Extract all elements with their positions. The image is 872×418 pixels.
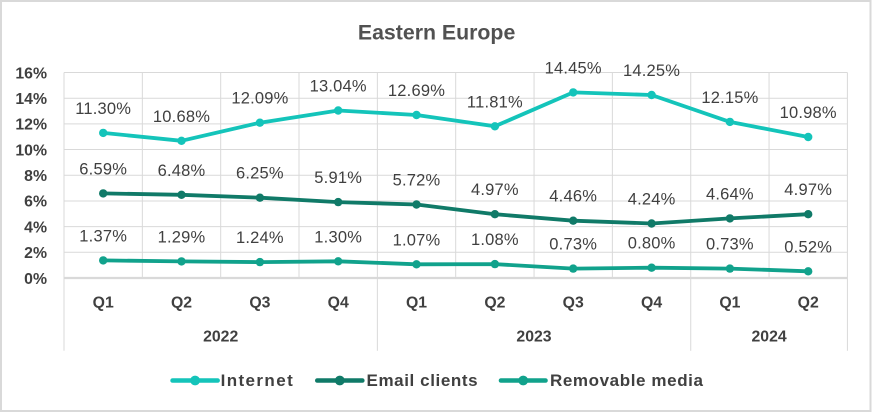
svg-text:14.25%: 14.25% (623, 62, 680, 80)
svg-text:Q2: Q2 (484, 295, 505, 312)
svg-text:13.04%: 13.04% (310, 78, 367, 96)
svg-text:1.30%: 1.30% (314, 228, 362, 246)
svg-text:2024: 2024 (752, 328, 787, 345)
svg-text:5.72%: 5.72% (393, 172, 441, 190)
svg-text:Q2: Q2 (171, 295, 192, 312)
svg-text:4.64%: 4.64% (706, 185, 754, 203)
svg-text:Q2: Q2 (798, 295, 819, 312)
svg-text:1.07%: 1.07% (393, 231, 441, 249)
svg-text:16%: 16% (15, 65, 47, 82)
svg-text:Q3: Q3 (249, 295, 270, 312)
svg-text:Q1: Q1 (406, 295, 427, 312)
svg-text:12.15%: 12.15% (701, 89, 758, 107)
svg-text:1.29%: 1.29% (158, 228, 206, 246)
svg-text:Eastern Europe: Eastern Europe (358, 20, 516, 44)
svg-text:12.09%: 12.09% (231, 90, 288, 108)
svg-text:1.08%: 1.08% (471, 231, 519, 249)
svg-text:6.48%: 6.48% (158, 162, 206, 180)
svg-text:12.69%: 12.69% (388, 82, 445, 100)
svg-text:Removable media: Removable media (550, 371, 704, 390)
svg-text:Email clients: Email clients (367, 371, 479, 390)
svg-text:1.24%: 1.24% (236, 229, 284, 247)
svg-text:14.45%: 14.45% (545, 59, 602, 77)
svg-text:0.73%: 0.73% (706, 236, 754, 254)
svg-text:2023: 2023 (516, 328, 551, 345)
svg-text:8%: 8% (24, 168, 47, 185)
svg-text:5.91%: 5.91% (314, 169, 362, 187)
svg-text:11.30%: 11.30% (75, 100, 131, 118)
svg-text:4.24%: 4.24% (628, 191, 676, 209)
svg-text:12%: 12% (15, 117, 47, 134)
svg-text:10.98%: 10.98% (780, 104, 837, 122)
svg-text:4%: 4% (24, 219, 47, 236)
svg-text:Q1: Q1 (719, 295, 740, 312)
svg-text:2022: 2022 (203, 328, 238, 345)
svg-text:10%: 10% (15, 142, 47, 159)
svg-text:4.46%: 4.46% (549, 188, 597, 206)
svg-text:Internet: Internet (221, 371, 295, 390)
svg-text:6.59%: 6.59% (79, 160, 127, 178)
svg-text:Q1: Q1 (93, 295, 114, 312)
svg-text:0%: 0% (24, 271, 47, 288)
svg-text:Q4: Q4 (641, 295, 662, 312)
svg-text:4.97%: 4.97% (784, 181, 832, 199)
svg-text:1.37%: 1.37% (79, 227, 127, 245)
svg-text:4.97%: 4.97% (471, 181, 519, 199)
svg-text:2%: 2% (24, 245, 47, 262)
svg-text:10.68%: 10.68% (153, 108, 210, 126)
svg-text:0.73%: 0.73% (549, 236, 597, 254)
svg-text:0.80%: 0.80% (628, 235, 676, 253)
svg-text:14%: 14% (15, 91, 47, 108)
svg-text:6.25%: 6.25% (236, 165, 284, 183)
svg-text:11.81%: 11.81% (467, 93, 523, 111)
svg-text:Q4: Q4 (328, 295, 349, 312)
svg-text:Q3: Q3 (563, 295, 584, 312)
svg-text:0.52%: 0.52% (784, 238, 832, 256)
svg-text:6%: 6% (24, 194, 47, 211)
